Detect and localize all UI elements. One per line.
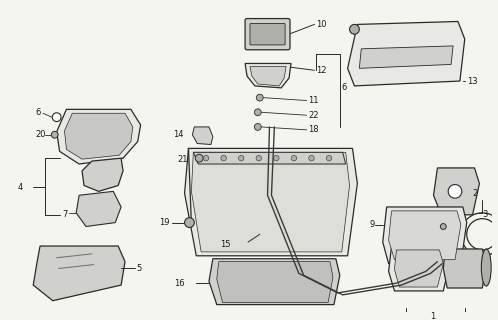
Circle shape xyxy=(221,156,227,161)
Text: 2: 2 xyxy=(472,189,477,198)
Text: 10: 10 xyxy=(316,20,327,29)
Polygon shape xyxy=(348,21,465,86)
Ellipse shape xyxy=(482,249,491,286)
Text: 6: 6 xyxy=(35,108,40,117)
Text: 6: 6 xyxy=(342,84,347,92)
Circle shape xyxy=(440,224,446,229)
Text: 16: 16 xyxy=(174,279,185,288)
Circle shape xyxy=(239,156,244,161)
Text: 13: 13 xyxy=(467,76,478,85)
Polygon shape xyxy=(443,249,486,288)
Circle shape xyxy=(203,156,209,161)
Circle shape xyxy=(326,156,332,161)
FancyBboxPatch shape xyxy=(250,23,285,45)
FancyBboxPatch shape xyxy=(245,19,290,50)
Text: 14: 14 xyxy=(173,130,184,139)
Circle shape xyxy=(256,94,263,101)
Polygon shape xyxy=(383,207,467,264)
Polygon shape xyxy=(388,246,450,291)
Text: 11: 11 xyxy=(309,96,319,105)
Circle shape xyxy=(309,156,314,161)
Polygon shape xyxy=(193,152,346,164)
Circle shape xyxy=(254,124,261,130)
Text: 12: 12 xyxy=(316,66,327,75)
Text: 18: 18 xyxy=(309,125,319,134)
Polygon shape xyxy=(82,158,123,191)
Text: 19: 19 xyxy=(159,218,170,227)
Polygon shape xyxy=(394,250,443,287)
Polygon shape xyxy=(57,109,140,164)
Circle shape xyxy=(273,156,279,161)
Text: 21: 21 xyxy=(177,155,187,164)
Text: 9: 9 xyxy=(370,220,375,229)
Circle shape xyxy=(448,185,462,198)
Polygon shape xyxy=(192,127,213,145)
Circle shape xyxy=(195,154,203,162)
Polygon shape xyxy=(64,113,133,159)
Circle shape xyxy=(291,156,297,161)
Text: 3: 3 xyxy=(483,210,488,219)
Polygon shape xyxy=(217,262,333,303)
Text: 5: 5 xyxy=(137,264,142,273)
Text: 15: 15 xyxy=(220,240,231,249)
Polygon shape xyxy=(191,152,350,252)
Text: 1: 1 xyxy=(430,312,435,320)
Circle shape xyxy=(52,113,61,122)
Polygon shape xyxy=(250,66,286,86)
Circle shape xyxy=(350,24,360,34)
Text: 17: 17 xyxy=(449,235,460,244)
Text: 22: 22 xyxy=(309,111,319,120)
Polygon shape xyxy=(33,246,125,301)
Circle shape xyxy=(51,131,58,138)
Polygon shape xyxy=(76,191,121,227)
Polygon shape xyxy=(209,259,340,305)
Text: 20: 20 xyxy=(35,130,46,139)
Polygon shape xyxy=(185,148,358,256)
Circle shape xyxy=(185,218,194,228)
Polygon shape xyxy=(434,168,480,215)
Circle shape xyxy=(254,109,261,116)
Circle shape xyxy=(256,156,261,161)
Polygon shape xyxy=(245,63,291,88)
Text: 7: 7 xyxy=(62,210,67,219)
Text: 4: 4 xyxy=(17,183,23,192)
Polygon shape xyxy=(388,211,461,260)
Polygon shape xyxy=(360,46,453,68)
